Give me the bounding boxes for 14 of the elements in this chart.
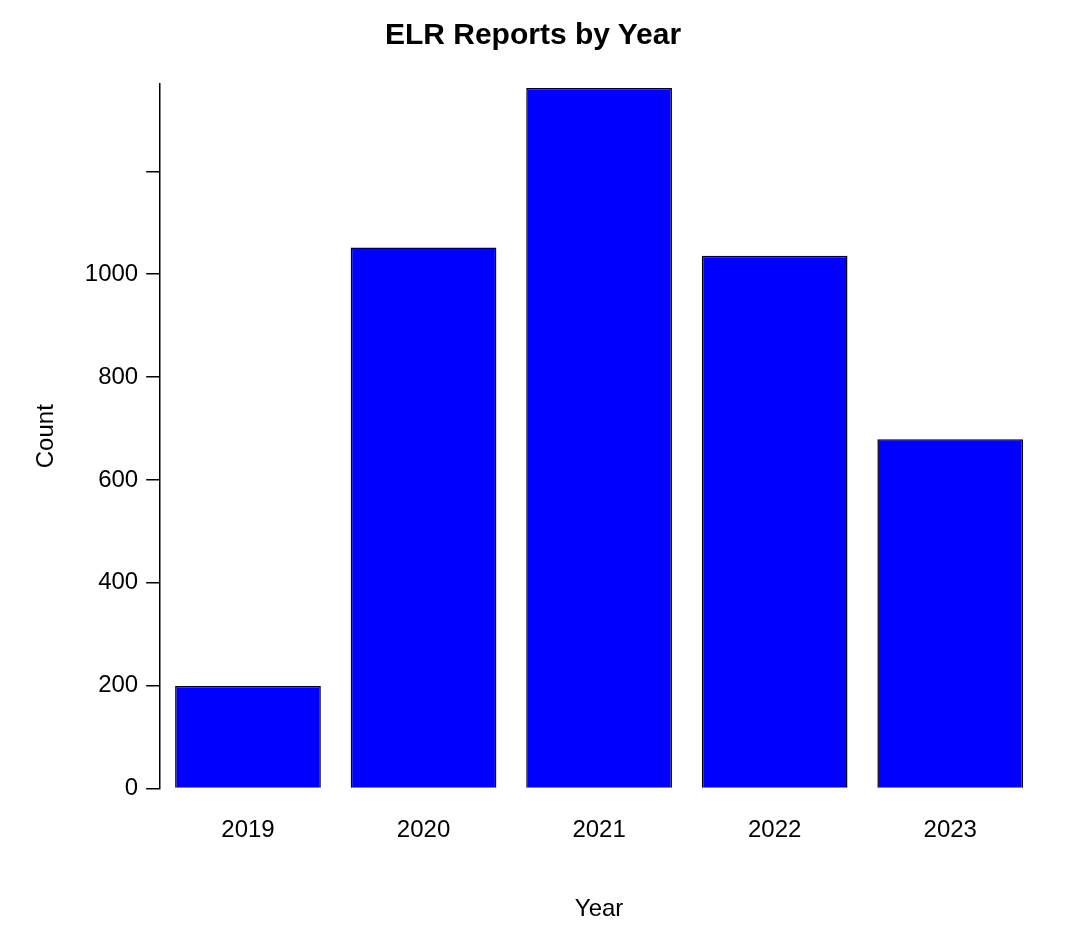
y-tick-label: 800 [98, 361, 139, 389]
x-tick-label: 2021 [572, 815, 626, 843]
y-tick-label: 200 [98, 670, 139, 698]
y-axis-title: Count [31, 403, 59, 469]
x-tick-label: 2022 [747, 815, 802, 843]
y-tick-label: 600 [98, 464, 139, 492]
chart-title: ELR Reports by Year [384, 17, 682, 51]
x-tick-label: 2019 [221, 815, 275, 843]
y-tick-label: 1000 [84, 258, 139, 286]
x-tick-label: 2020 [396, 815, 451, 843]
y-tick-label: 0 [124, 773, 139, 801]
x-tick-label: 2023 [923, 815, 977, 843]
y-tick-label: 400 [98, 567, 139, 595]
x-axis-title: Year [574, 894, 624, 922]
